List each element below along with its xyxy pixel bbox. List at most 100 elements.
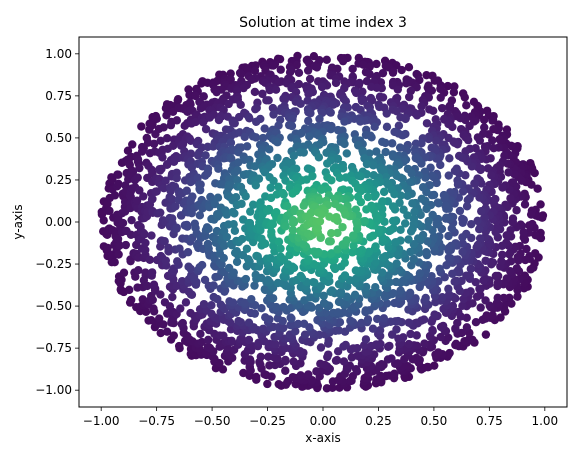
data-point <box>265 292 274 302</box>
data-point <box>251 117 261 126</box>
data-point <box>377 359 386 369</box>
data-point <box>285 68 295 77</box>
data-point <box>392 171 401 180</box>
data-point <box>363 315 373 324</box>
data-point <box>125 285 134 295</box>
data-point <box>258 89 267 99</box>
y-tick-label: −0.50 <box>35 299 72 313</box>
data-point <box>342 236 351 245</box>
data-point <box>195 185 205 195</box>
data-point <box>369 171 378 180</box>
data-point <box>161 176 170 185</box>
data-point <box>441 201 450 210</box>
data-point <box>281 355 290 365</box>
data-point <box>440 194 449 203</box>
data-point <box>512 264 522 273</box>
data-point <box>237 334 247 344</box>
data-point <box>477 207 486 216</box>
data-point <box>449 88 459 97</box>
data-point <box>397 65 406 75</box>
data-point <box>361 306 370 315</box>
data-point <box>149 139 159 149</box>
data-point <box>382 109 391 118</box>
data-point <box>333 308 343 317</box>
data-point <box>359 60 368 69</box>
data-point <box>324 350 333 359</box>
data-point <box>466 264 476 273</box>
data-point <box>475 136 485 145</box>
data-point <box>395 198 404 207</box>
data-point <box>201 151 210 160</box>
data-point <box>423 222 432 231</box>
data-point <box>114 170 123 179</box>
data-point <box>444 119 453 129</box>
data-point <box>346 316 355 325</box>
data-point <box>304 89 313 99</box>
data-point <box>299 201 308 210</box>
data-point <box>141 268 150 277</box>
data-point <box>326 108 335 117</box>
data-point <box>390 369 399 378</box>
data-point <box>273 138 282 147</box>
x-tick-label: 0.50 <box>421 414 448 428</box>
data-point <box>506 194 515 203</box>
data-point <box>340 271 350 280</box>
data-point <box>188 192 197 201</box>
data-point <box>349 231 358 240</box>
data-point <box>512 206 521 215</box>
data-point <box>455 206 465 216</box>
data-point <box>292 60 301 70</box>
x-tick-label: 0.75 <box>476 414 503 428</box>
data-point <box>186 264 196 274</box>
data-point <box>338 56 348 66</box>
data-point <box>250 162 260 171</box>
data-point <box>354 171 363 180</box>
data-point <box>422 119 432 128</box>
data-point <box>250 281 259 290</box>
x-tick-label: −1.00 <box>83 414 120 428</box>
data-point <box>394 334 403 343</box>
data-point <box>340 258 349 267</box>
data-point <box>341 340 350 350</box>
data-point <box>450 277 459 286</box>
data-point <box>222 232 232 242</box>
data-point <box>504 168 513 177</box>
data-point <box>391 238 400 247</box>
data-point <box>148 194 157 204</box>
data-point <box>394 121 404 130</box>
data-point <box>304 370 313 379</box>
data-point <box>404 318 414 327</box>
data-point <box>195 211 205 220</box>
data-point <box>141 238 150 248</box>
data-point <box>231 193 241 202</box>
data-point <box>396 225 405 235</box>
data-point <box>154 314 164 323</box>
data-point <box>450 138 459 148</box>
data-point <box>444 171 453 180</box>
data-point <box>191 117 200 127</box>
data-point <box>314 247 323 257</box>
data-point <box>444 284 453 294</box>
data-point <box>441 214 451 223</box>
data-point <box>405 288 415 298</box>
data-point <box>473 216 482 226</box>
x-tick-label: 0.00 <box>310 414 337 428</box>
data-point <box>430 76 439 85</box>
data-point <box>289 357 298 366</box>
data-point <box>220 241 229 250</box>
data-point <box>519 228 528 237</box>
data-point <box>193 151 203 160</box>
data-point <box>309 260 319 269</box>
x-tick-label: −0.75 <box>138 414 175 428</box>
data-point <box>458 214 467 224</box>
data-point <box>242 142 252 151</box>
data-point <box>437 103 447 113</box>
data-point <box>472 243 481 252</box>
data-point <box>482 311 491 320</box>
data-point <box>351 266 361 275</box>
data-point <box>187 290 197 299</box>
data-point <box>345 361 355 370</box>
data-point <box>479 115 489 125</box>
x-tick-label: −0.25 <box>249 414 286 428</box>
data-point <box>213 294 222 304</box>
